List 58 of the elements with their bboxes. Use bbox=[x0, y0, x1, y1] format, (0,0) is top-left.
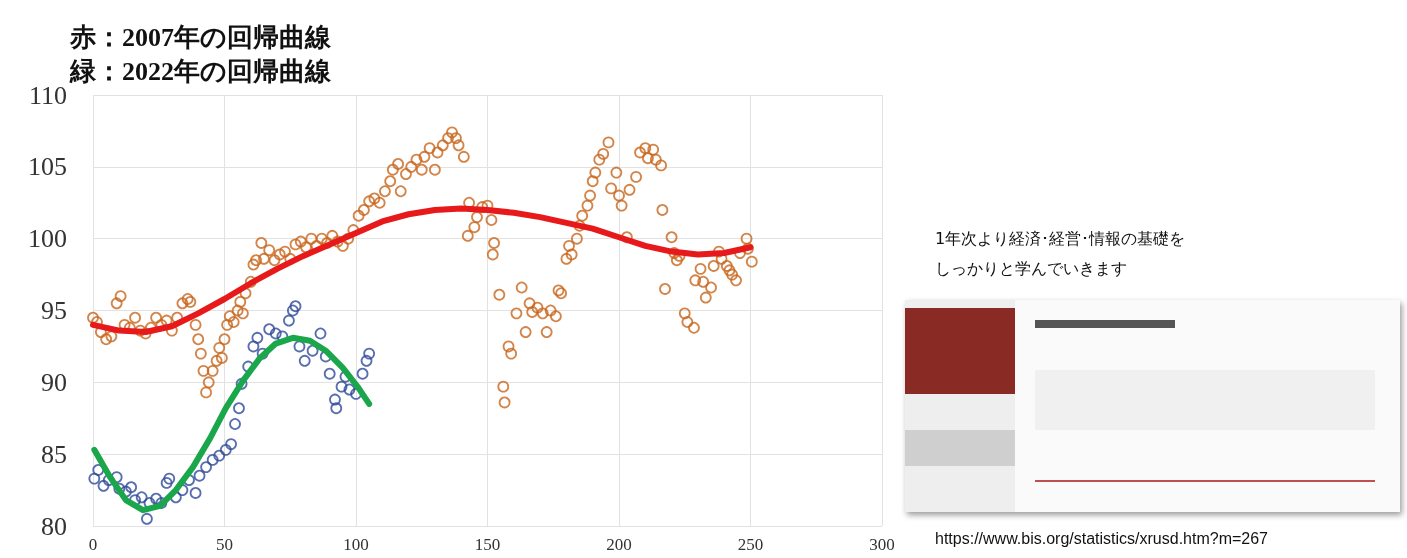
y-tick-label: 110 bbox=[28, 80, 67, 110]
point bbox=[269, 327, 282, 340]
point bbox=[343, 383, 356, 396]
y-tick-label: 80 bbox=[41, 511, 67, 541]
text: https://www.bis.org/statistics/xrusd.htm?m=267 bbox=[935, 529, 1269, 547]
y-tick-label: 105 bbox=[28, 152, 67, 182]
point bbox=[247, 340, 260, 353]
point bbox=[286, 304, 299, 317]
point bbox=[363, 347, 376, 360]
point bbox=[229, 418, 241, 430]
point bbox=[206, 454, 219, 466]
point bbox=[160, 477, 173, 489]
point bbox=[135, 491, 148, 504]
point bbox=[92, 464, 105, 476]
point bbox=[323, 367, 336, 380]
text: しっかりと学んでいきます bbox=[935, 258, 1127, 278]
point bbox=[314, 327, 327, 340]
point bbox=[356, 367, 369, 380]
point bbox=[213, 449, 226, 462]
point bbox=[329, 393, 341, 406]
point bbox=[163, 472, 176, 485]
point bbox=[219, 443, 232, 456]
x-tick-label: 50 bbox=[216, 535, 233, 554]
point bbox=[330, 402, 343, 415]
point bbox=[193, 469, 206, 482]
x-tick-label: 300 bbox=[869, 535, 895, 554]
point bbox=[289, 300, 302, 313]
point bbox=[283, 314, 295, 327]
point bbox=[293, 340, 306, 353]
point bbox=[360, 354, 373, 367]
text: 赤：2007年の回帰曲線 bbox=[69, 22, 332, 52]
y-tick-label: 95 bbox=[41, 296, 67, 325]
point bbox=[233, 402, 245, 415]
x-tick-label: 250 bbox=[737, 535, 764, 554]
text: 1年次より経済･経営･情報の基礎を bbox=[935, 228, 1186, 248]
x-tick-label: 100 bbox=[343, 535, 369, 554]
point bbox=[113, 482, 126, 495]
x-tick-label: 0 bbox=[88, 535, 98, 554]
point bbox=[200, 461, 212, 473]
point bbox=[150, 492, 163, 505]
point bbox=[125, 481, 138, 494]
point bbox=[256, 347, 269, 360]
text: 緑：2022年の回帰曲線 bbox=[69, 56, 332, 86]
point bbox=[97, 479, 110, 492]
point bbox=[189, 487, 202, 499]
point bbox=[88, 472, 101, 485]
point bbox=[306, 344, 319, 357]
point bbox=[263, 323, 276, 336]
point bbox=[141, 512, 153, 525]
point bbox=[335, 380, 348, 393]
y-tick-label: 85 bbox=[41, 439, 67, 469]
x-tick-label: 150 bbox=[474, 535, 501, 554]
point bbox=[298, 354, 311, 367]
point bbox=[251, 331, 264, 344]
y-tick-label: 90 bbox=[41, 367, 67, 397]
point bbox=[225, 438, 237, 451]
y-tick-label: 100 bbox=[28, 224, 67, 254]
x-tick-label: 200 bbox=[606, 535, 632, 554]
